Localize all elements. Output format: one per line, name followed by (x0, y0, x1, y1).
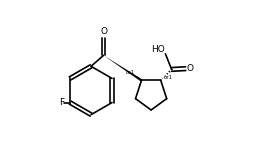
Polygon shape (104, 55, 142, 81)
Text: or1: or1 (163, 75, 173, 80)
Text: O: O (100, 27, 107, 36)
Text: or1: or1 (126, 70, 135, 75)
Text: HO: HO (151, 45, 165, 54)
Text: F: F (59, 98, 64, 107)
Text: O: O (187, 64, 194, 73)
